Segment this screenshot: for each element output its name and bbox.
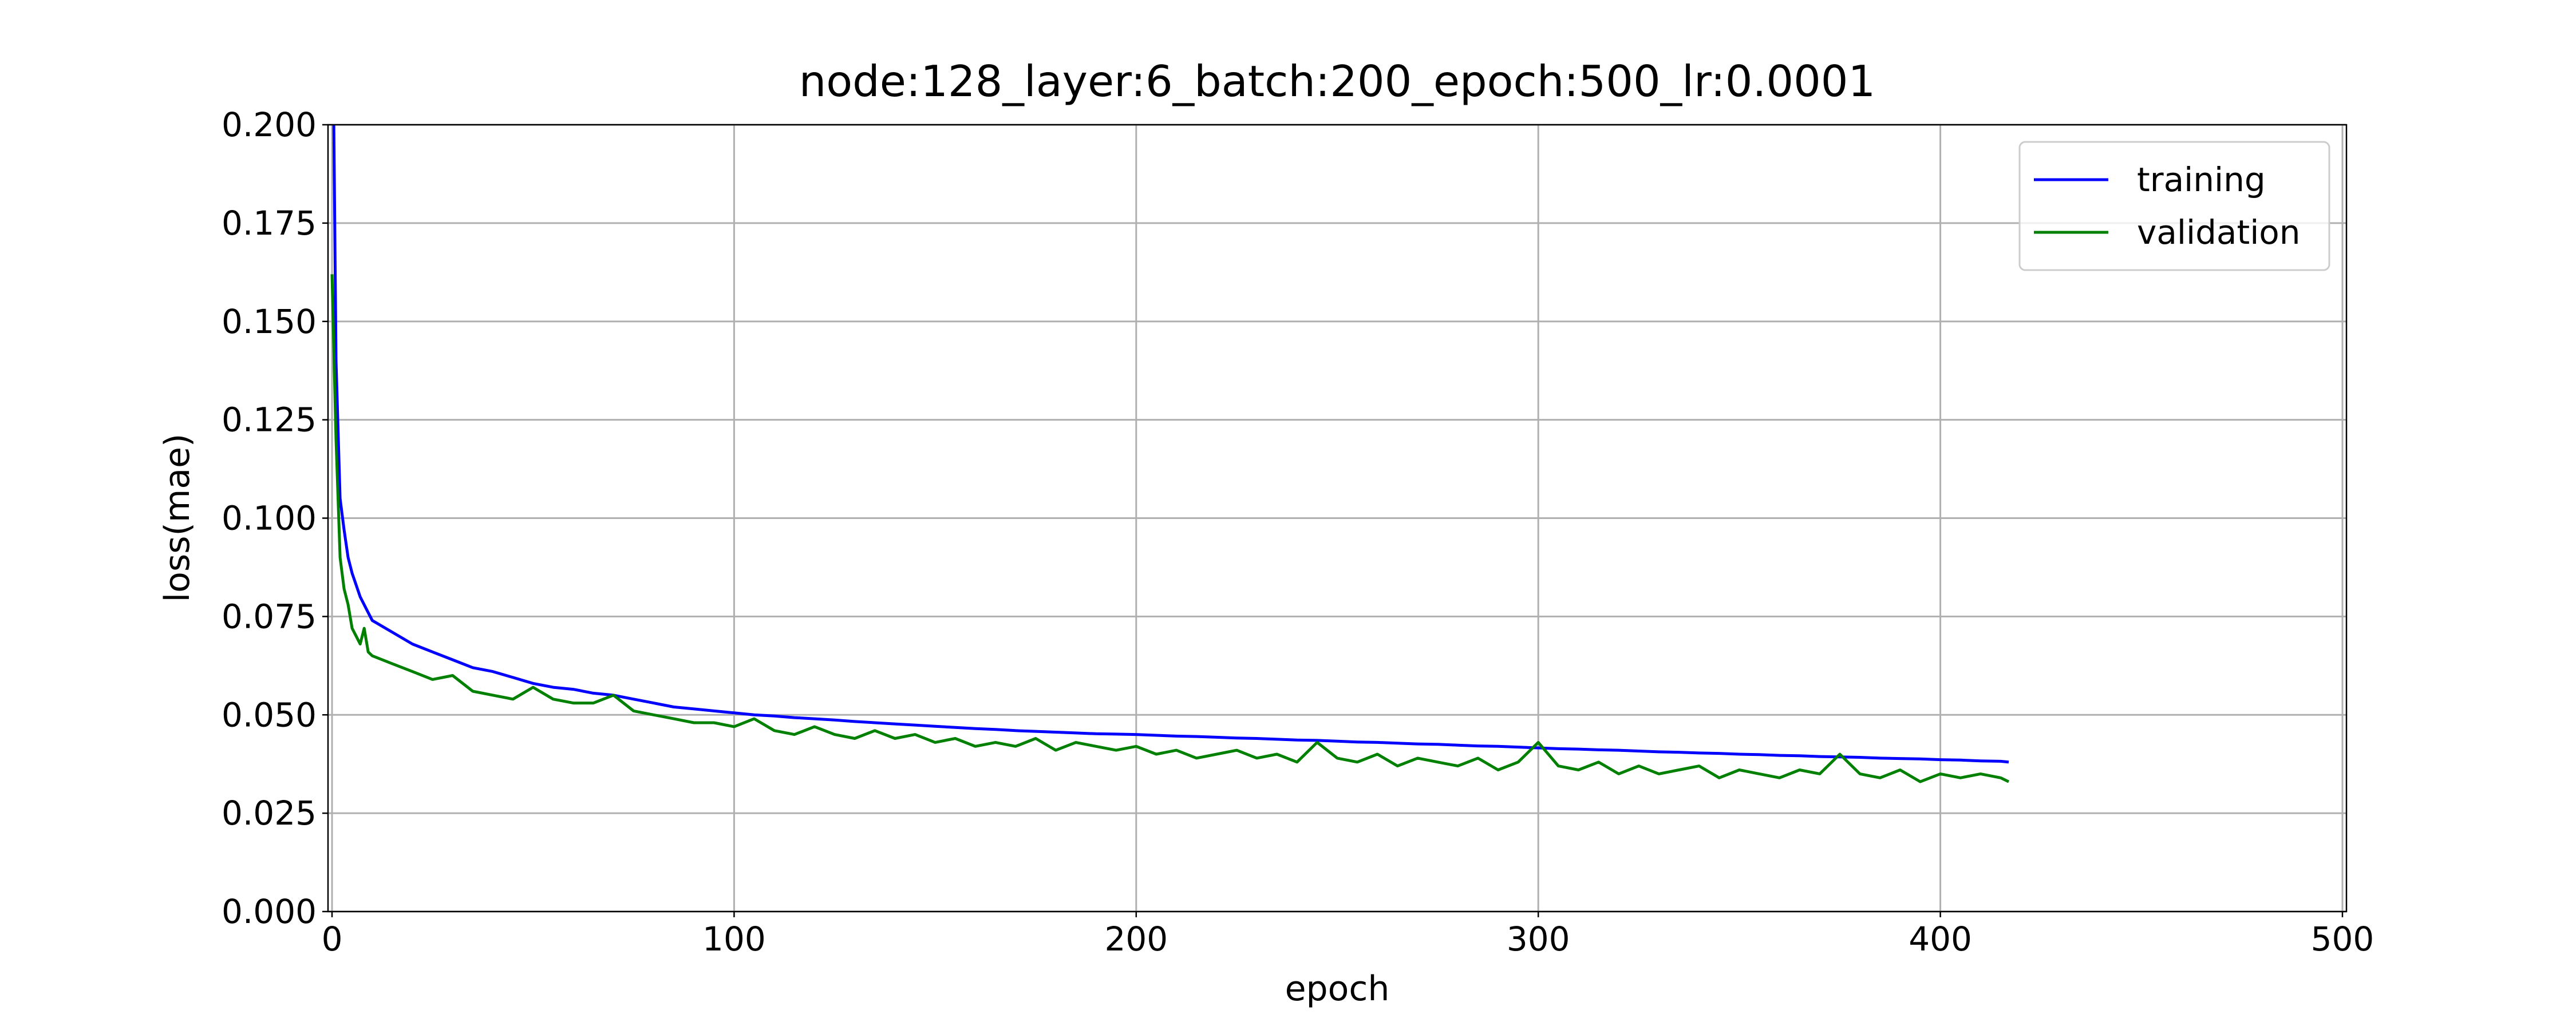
chart-title: node:128_layer:6_batch:200_epoch:500_lr:… — [799, 56, 1875, 106]
x-tick-label: 500 — [2311, 920, 2374, 958]
series-line — [330, 274, 2010, 783]
y-tick-label: 0.150 — [222, 302, 317, 341]
y-tick-label: 0.075 — [222, 597, 317, 636]
series-line — [332, 125, 2009, 764]
y-tick-label: 0.100 — [222, 499, 317, 538]
x-tick-label: 0 — [322, 920, 343, 958]
y-tick-label: 0.200 — [222, 105, 317, 144]
plot-area — [330, 125, 2010, 783]
x-axis-label: epoch — [1285, 969, 1390, 1009]
legend-label: training — [2137, 160, 2266, 199]
y-tick-label: 0.025 — [222, 794, 317, 833]
legend: training validation — [2018, 141, 2330, 271]
x-tick-label: 100 — [702, 920, 766, 958]
y-tick-label: 0.050 — [222, 695, 317, 734]
axes-frame — [327, 124, 2348, 913]
legend-label: validation — [2137, 213, 2301, 252]
x-tick-label: 400 — [1909, 920, 1972, 958]
x-tick-label: 300 — [1507, 920, 1570, 958]
x-tick-label: 200 — [1104, 920, 1168, 958]
y-axis-label: loss(mae) — [157, 434, 197, 603]
y-tick-label: 0.175 — [222, 204, 317, 243]
legend-box — [2018, 141, 2330, 271]
y-tick-label: 0.000 — [222, 892, 317, 931]
y-tick-label: 0.125 — [222, 401, 317, 439]
